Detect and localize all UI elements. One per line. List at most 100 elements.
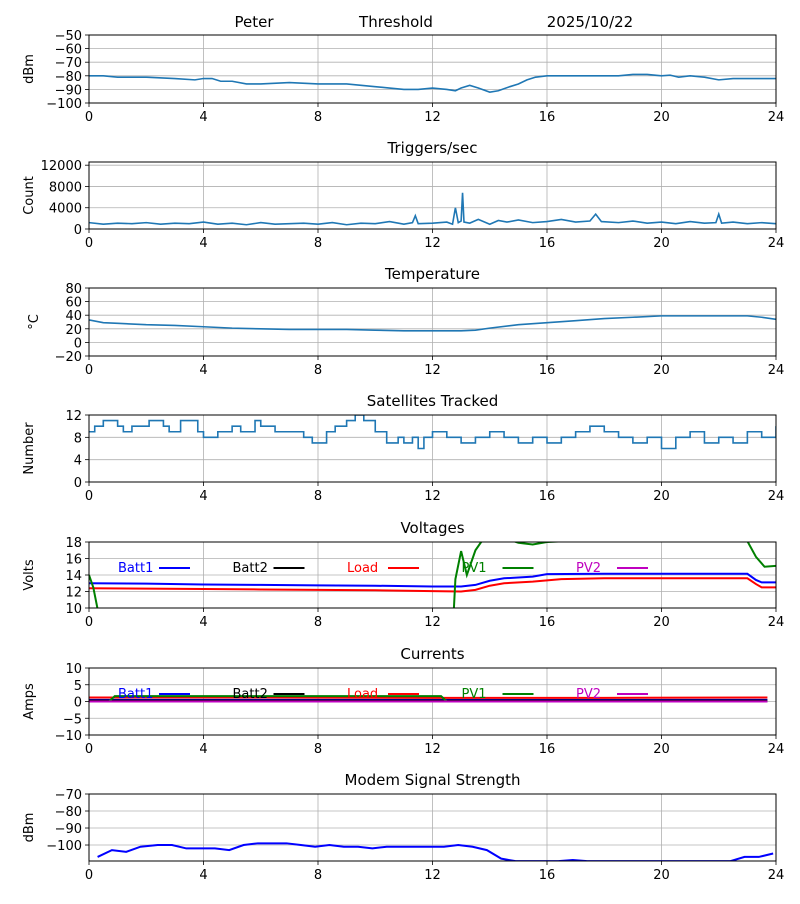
y-tick-label: 40 — [65, 309, 82, 324]
x-tick-label: 8 — [314, 110, 322, 125]
legend-label-load: Load — [347, 687, 378, 702]
y-tick-label: 5 — [74, 679, 82, 694]
y-tick-label: −80 — [55, 805, 82, 820]
y-tick-label: 20 — [65, 323, 82, 338]
y-tick-label: 0 — [74, 696, 82, 711]
x-tick-label: 0 — [85, 236, 93, 251]
x-tick-label: 24 — [768, 489, 785, 504]
x-tick-label: 16 — [539, 110, 556, 125]
x-tick-label: 4 — [199, 110, 207, 125]
x-tick-label: 24 — [768, 615, 785, 630]
x-tick-label: 0 — [85, 742, 93, 757]
y-tick-label: 0 — [74, 476, 82, 491]
y-tick-label: −90 — [55, 83, 82, 98]
y-tick-label: 60 — [65, 296, 82, 311]
subplot-title: Temperature — [384, 265, 480, 283]
x-tick-label: 12 — [424, 868, 441, 883]
x-tick-label: 4 — [199, 868, 207, 883]
legend-label-batt1: Batt1 — [118, 687, 153, 702]
y-tick-label: 0 — [74, 336, 82, 351]
y-tick-label: 10 — [65, 602, 82, 617]
y-tick-label: 12 — [65, 586, 82, 601]
x-tick-label: 8 — [314, 363, 322, 378]
y-tick-label: −10 — [55, 729, 82, 744]
x-tick-label: 12 — [424, 615, 441, 630]
y-tick-label: 12 — [65, 409, 82, 424]
x-tick-label: 0 — [85, 489, 93, 504]
x-tick-label: 4 — [199, 363, 207, 378]
y-tick-label: −20 — [55, 350, 82, 365]
x-tick-label: 16 — [539, 868, 556, 883]
x-tick-label: 24 — [768, 236, 785, 251]
y-axis-label: Volts — [22, 559, 37, 591]
x-tick-label: 24 — [768, 742, 785, 757]
y-tick-label: −60 — [55, 43, 82, 58]
x-tick-label: 12 — [424, 236, 441, 251]
y-tick-label: 10 — [65, 662, 82, 677]
legend-label-batt2: Batt2 — [233, 561, 268, 576]
y-tick-label: −5 — [63, 712, 82, 727]
subplot-title: Modem Signal Strength — [345, 771, 521, 789]
y-tick-label: 8000 — [49, 180, 82, 195]
y-tick-label: −70 — [55, 56, 82, 71]
x-tick-label: 16 — [539, 615, 556, 630]
x-tick-label: 12 — [424, 110, 441, 125]
x-tick-label: 0 — [85, 615, 93, 630]
x-tick-label: 4 — [199, 742, 207, 757]
x-tick-label: 16 — [539, 742, 556, 757]
x-tick-label: 20 — [653, 742, 670, 757]
y-tick-label: −80 — [55, 70, 82, 85]
subplot-title: Voltages — [400, 519, 464, 537]
x-tick-label: 8 — [314, 615, 322, 630]
y-tick-label: 0 — [74, 223, 82, 238]
y-tick-label: 4 — [74, 454, 82, 469]
y-axis-label: Count — [22, 176, 37, 215]
x-tick-label: 0 — [85, 868, 93, 883]
legend-label-load: Load — [347, 561, 378, 576]
x-tick-label: 24 — [768, 868, 785, 883]
x-tick-label: 8 — [314, 868, 322, 883]
x-tick-label: 20 — [653, 868, 670, 883]
subplot-title: Triggers/sec — [387, 139, 478, 157]
x-tick-label: 4 — [199, 236, 207, 251]
x-tick-label: 24 — [768, 363, 785, 378]
y-tick-label: 80 — [65, 282, 82, 297]
x-tick-label: 12 — [424, 363, 441, 378]
y-axis-label: dBm — [22, 54, 37, 84]
x-tick-label: 0 — [85, 363, 93, 378]
y-tick-label: −90 — [55, 822, 82, 837]
x-tick-label: 0 — [85, 110, 93, 125]
x-tick-label: 12 — [424, 742, 441, 757]
x-tick-label: 12 — [424, 489, 441, 504]
header-title: Threshold — [358, 13, 433, 31]
subplot-title: Currents — [400, 645, 464, 663]
x-tick-label: 8 — [314, 742, 322, 757]
y-axis-label: °C — [27, 314, 42, 330]
y-axis-label: Number — [22, 422, 37, 475]
x-tick-label: 16 — [539, 363, 556, 378]
header-name: Peter — [234, 13, 274, 31]
x-tick-label: 4 — [199, 489, 207, 504]
y-tick-label: −100 — [46, 839, 82, 854]
legend-label-pv1: PV1 — [462, 561, 487, 576]
x-tick-label: 8 — [314, 236, 322, 251]
y-tick-label: 8 — [74, 431, 82, 446]
y-tick-label: −100 — [46, 97, 82, 112]
y-tick-label: 12000 — [41, 159, 82, 174]
x-tick-label: 20 — [653, 615, 670, 630]
y-tick-label: 14 — [65, 569, 82, 584]
x-tick-label: 20 — [653, 110, 670, 125]
subplot-title: Satellites Tracked — [367, 392, 498, 410]
x-tick-label: 16 — [539, 236, 556, 251]
legend-label-pv2: PV2 — [576, 687, 601, 702]
y-tick-label: 18 — [65, 536, 82, 551]
legend-label-batt2: Batt2 — [233, 687, 268, 702]
y-tick-label: 4000 — [49, 202, 82, 217]
